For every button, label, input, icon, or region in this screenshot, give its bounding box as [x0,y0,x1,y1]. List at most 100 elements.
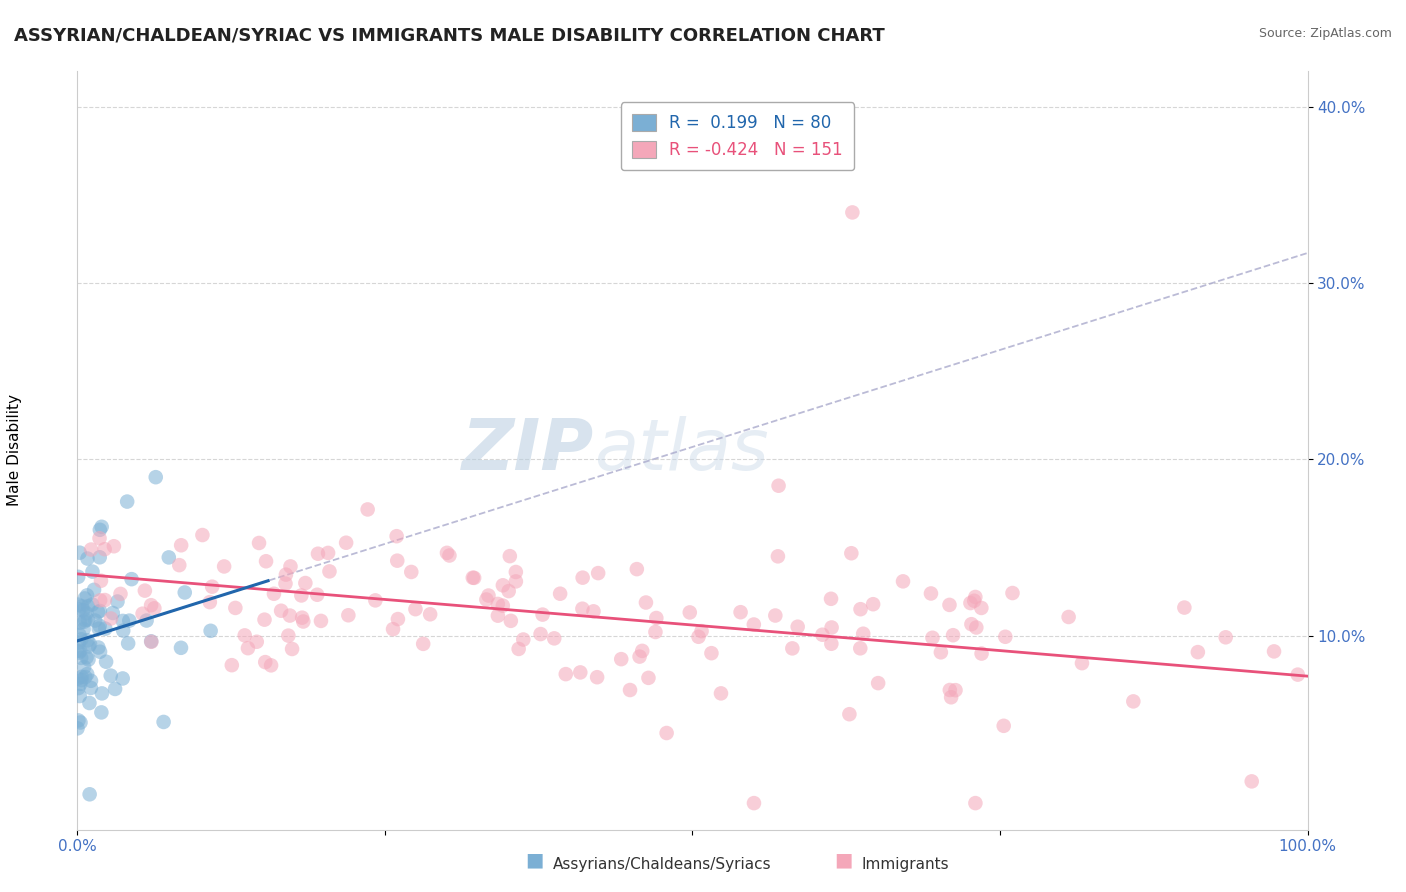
Point [94,655,117,669]
Point [492,578,515,592]
Point [200,624,222,638]
Point [849,641,872,656]
Point [811,628,834,642]
Point [644,625,666,640]
Y-axis label: Male Disability: Male Disability [7,394,21,507]
Point [529,627,551,641]
Point [965,620,987,634]
Point [763,608,786,623]
Point [938,598,960,612]
Point [1286,667,1309,681]
Point [292,615,315,629]
Point [94,622,117,636]
Point [309,614,332,628]
Text: Immigrants: Immigrants [862,857,949,872]
Point [90,574,112,588]
Point [100,611,122,625]
Point [89,531,111,545]
Point [852,626,875,640]
Point [236,641,259,656]
Point [246,634,269,648]
Point [170,640,193,655]
Point [939,690,962,705]
Point [477,589,499,603]
Point [841,546,863,560]
Point [820,591,842,606]
Text: ■: ■ [834,851,853,870]
Point [742,617,765,632]
Point [1187,645,1209,659]
Point [104,681,127,696]
Point [356,502,378,516]
Point [87,605,110,619]
Point [70,599,93,614]
Point [118,614,141,628]
Point [253,613,276,627]
Point [143,601,166,615]
Point [134,583,156,598]
Point [1263,644,1285,658]
Point [76,588,98,602]
Point [76,607,98,621]
Point [963,593,986,607]
Point [710,686,733,700]
Point [66,722,89,736]
Point [69,546,91,560]
Point [75,670,97,684]
Point [67,598,90,612]
Point [67,570,90,584]
Point [700,646,723,660]
Point [260,658,283,673]
Text: ■: ■ [524,851,544,870]
Point [79,696,101,710]
Text: ASSYRIAN/CHALDEAN/SYRIAC VS IMMIGRANTS MALE DISABILITY CORRELATION CHART: ASSYRIAN/CHALDEAN/SYRIAC VS IMMIGRANTS M… [14,27,884,45]
Point [742,796,765,810]
Point [67,628,90,642]
Point [90,520,112,534]
Point [277,629,299,643]
Point [939,683,962,698]
Point [270,604,292,618]
Point [76,650,98,665]
Point [439,549,461,563]
Point [512,632,534,647]
Point [307,547,329,561]
Point [307,588,329,602]
Point [782,641,804,656]
Point [82,565,104,579]
Point [121,572,143,586]
Point [66,644,89,658]
Point [278,608,301,623]
Point [67,602,90,616]
Point [486,608,509,623]
Point [101,606,124,620]
Point [69,615,91,630]
Point [89,645,111,659]
Point [72,603,94,617]
Point [385,529,408,543]
Point [959,596,981,610]
Point [619,683,641,698]
Point [145,470,167,484]
Point [84,614,107,628]
Point [849,602,872,616]
Point [768,479,790,493]
Point [89,550,111,565]
Point [920,586,942,600]
Point [960,617,983,632]
Point [90,706,112,720]
Point [1057,610,1080,624]
Point [387,554,409,568]
Point [170,538,193,552]
Point [274,576,297,591]
Point [100,668,122,682]
Point [994,630,1017,644]
Point [290,589,312,603]
Point [945,683,967,698]
Point [73,591,96,606]
Text: Assyrians/Chaldeans/Syriacs: Assyrians/Chaldeans/Syriacs [553,857,770,872]
Point [89,593,111,607]
Point [461,571,484,585]
Point [233,628,256,642]
Point [505,574,527,589]
